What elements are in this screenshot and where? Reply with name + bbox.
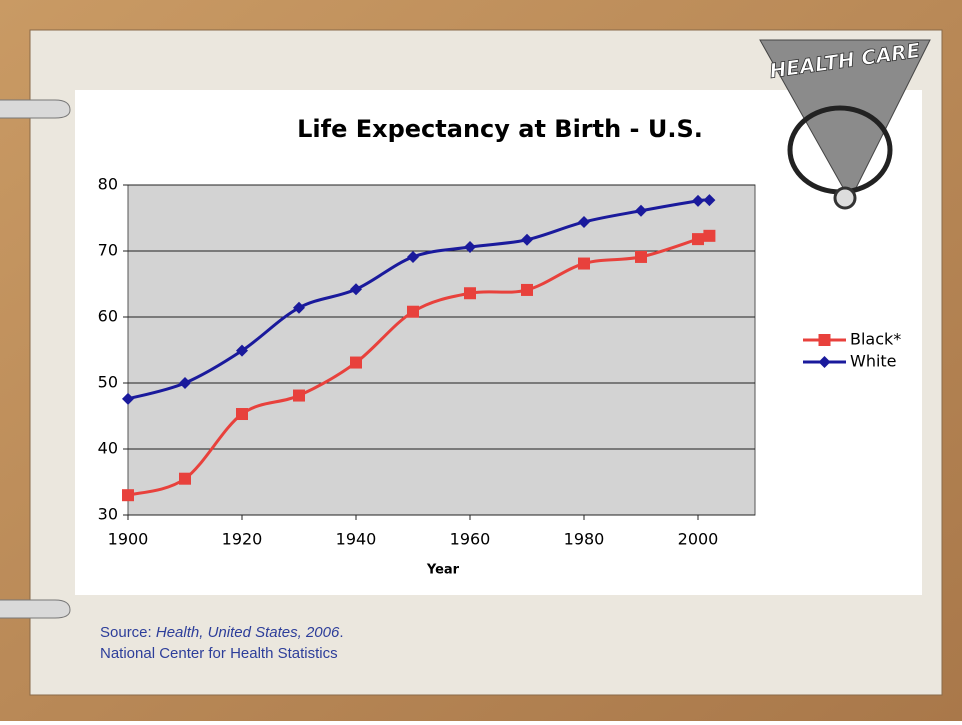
x-tick-label: 2000 xyxy=(678,530,719,549)
y-tick-label: 30 xyxy=(98,505,118,524)
data-point xyxy=(179,472,191,485)
logo: HEALTH CARE xyxy=(759,38,931,210)
data-point xyxy=(464,287,476,300)
source-title: Health, United States, 2006 xyxy=(156,624,340,641)
data-point xyxy=(407,250,419,263)
plot: 30 40 50 60 70 80 1900 1920 1940 1960 1980 2000 Blac… xyxy=(98,175,902,549)
y-tick-label: 70 xyxy=(98,241,118,260)
data-point xyxy=(521,233,533,246)
data-point xyxy=(703,194,716,207)
data-point xyxy=(692,233,704,246)
x-tick-label: 1980 xyxy=(564,530,605,549)
x-tick-label: 1920 xyxy=(222,530,263,549)
binder-rings xyxy=(0,99,71,619)
data-point xyxy=(578,215,590,228)
data-point xyxy=(122,392,134,405)
y-tick-label: 60 xyxy=(98,307,118,326)
data-point xyxy=(635,250,647,263)
data-point xyxy=(236,408,248,421)
data-point xyxy=(350,283,362,296)
legend-label: Black* xyxy=(850,330,901,349)
plot-area xyxy=(127,184,756,516)
legend-marker xyxy=(818,356,831,368)
y-tick-label: 80 xyxy=(98,175,118,194)
legend-label: White xyxy=(850,352,897,371)
data-point xyxy=(635,204,647,217)
data-point xyxy=(464,241,476,254)
source-line: Source: Health, United States, 2006. xyxy=(100,624,344,641)
data-point xyxy=(350,356,362,369)
y-tick-label: 40 xyxy=(98,439,118,458)
data-point xyxy=(179,377,191,389)
source-line2: National Center for Health Statistics xyxy=(100,645,338,662)
source-prefix: Source: xyxy=(100,624,152,641)
x-tick-label: 1900 xyxy=(108,530,149,549)
y-tick-label: 50 xyxy=(98,373,118,392)
data-point xyxy=(703,229,716,242)
x-tick-label: 1960 xyxy=(450,530,491,549)
data-point xyxy=(578,257,590,270)
data-point xyxy=(692,194,704,207)
x-tick-label: 1940 xyxy=(336,530,377,549)
x-axis-label: Year xyxy=(426,563,460,578)
chart-title: Life Expectancy at Birth - U.S. xyxy=(297,115,703,143)
data-point xyxy=(293,389,305,402)
data-point xyxy=(407,305,419,318)
data-point xyxy=(122,489,134,502)
data-point xyxy=(521,283,533,296)
data-point xyxy=(236,344,248,357)
source-suffix: . xyxy=(339,624,343,641)
data-point xyxy=(293,301,305,314)
legend-marker xyxy=(818,334,831,346)
